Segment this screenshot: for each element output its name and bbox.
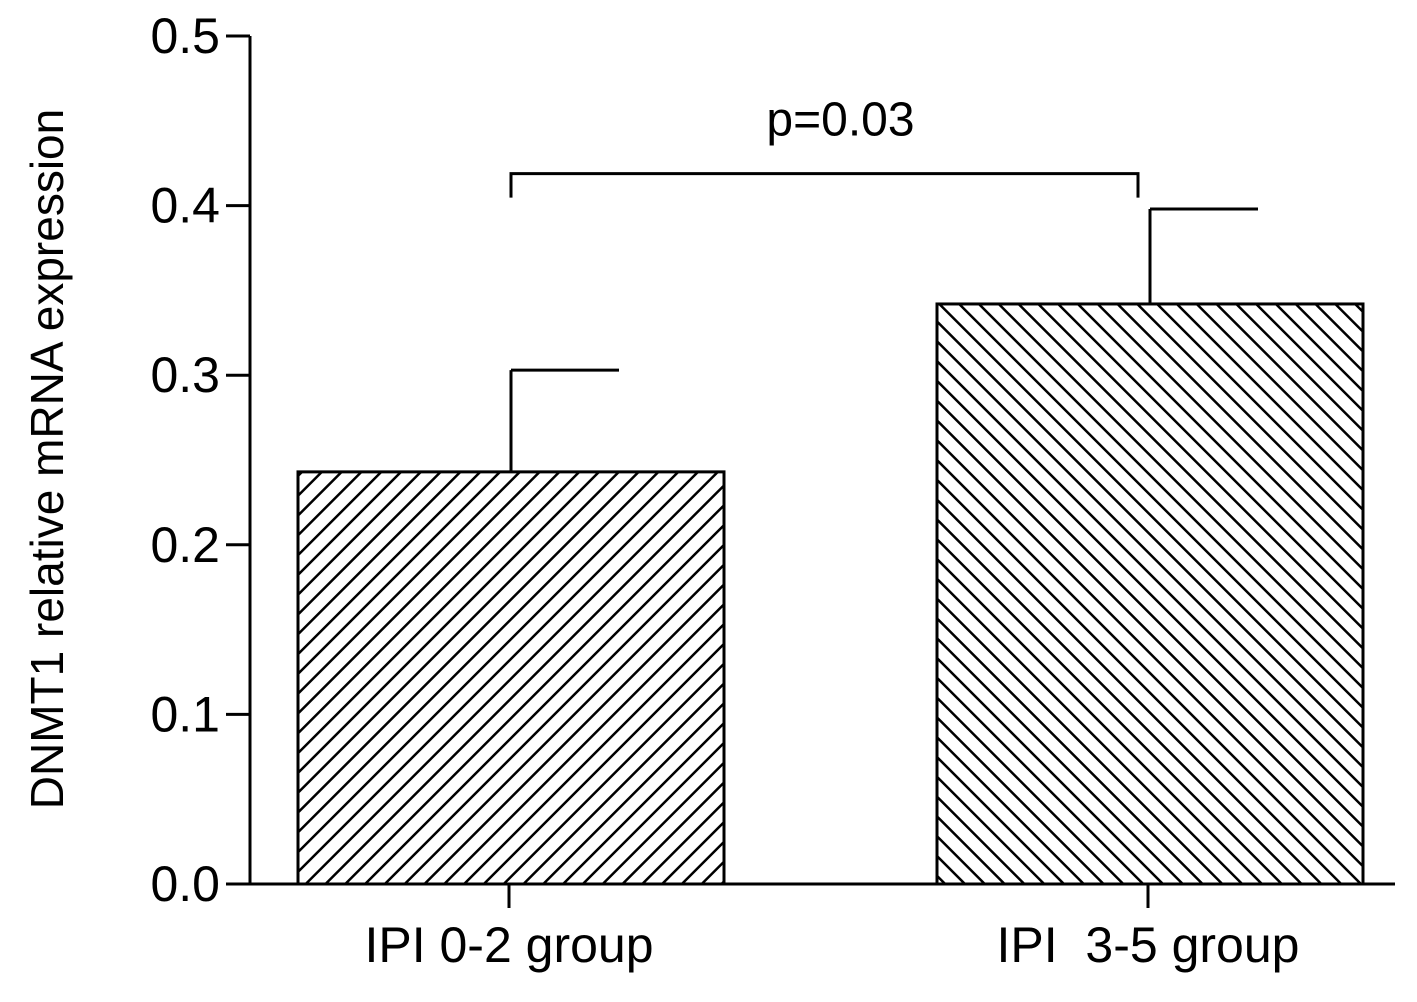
- y-tick-label: 0.1: [150, 686, 220, 742]
- y-tick-label: 0.4: [150, 178, 220, 234]
- y-tick-label: 0.0: [150, 856, 220, 912]
- y-axis-title: DNMT1 relative mRNA expression: [21, 109, 73, 809]
- p-value-label: p=0.03: [766, 94, 914, 147]
- y-tick-label: 0.3: [150, 347, 220, 403]
- bar: [296, 470, 726, 886]
- bars: [296, 302, 1365, 886]
- x-tick-label: IPI 3-5 group: [997, 917, 1300, 973]
- y-tick-label: 0.5: [150, 8, 220, 64]
- significance-bracket: [509, 172, 1140, 198]
- error-bars: [509, 207, 1258, 472]
- y-axis: 0.0 0.1 0.2 0.3 0.4 0.5: [150, 8, 252, 912]
- bar: [935, 302, 1365, 886]
- significance-annotation: p=0.03: [509, 94, 1140, 198]
- y-tick-label: 0.2: [150, 517, 220, 573]
- x-axis: IPI 0-2 group IPI 3-5 group: [250, 882, 1395, 973]
- x-tick-label: IPI 0-2 group: [364, 917, 653, 973]
